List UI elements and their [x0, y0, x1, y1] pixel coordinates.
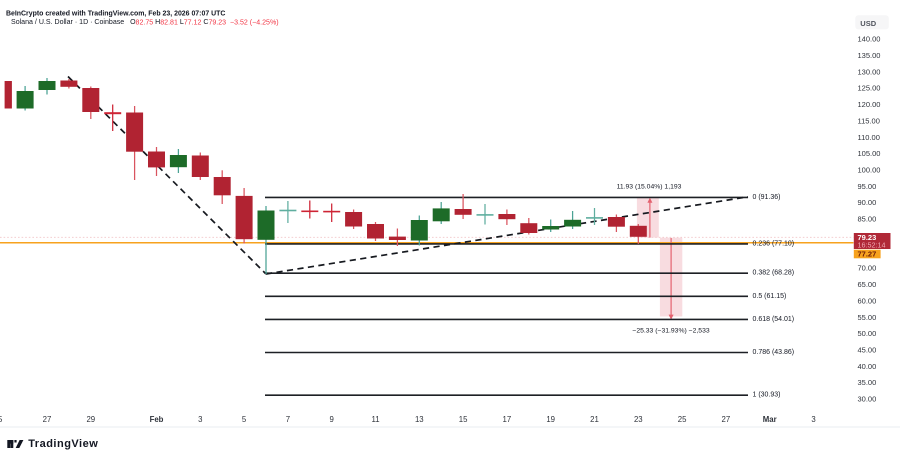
svg-text:45.00: 45.00 — [858, 346, 877, 355]
svg-text:85.00: 85.00 — [858, 215, 877, 224]
svg-text:−25.33 (−31.93%) −2,533: −25.33 (−31.93%) −2,533 — [632, 328, 710, 335]
svg-text:15: 15 — [459, 415, 468, 424]
svg-text:9: 9 — [330, 415, 334, 424]
svg-text:19: 19 — [546, 415, 555, 424]
svg-text:50.00: 50.00 — [858, 329, 877, 338]
svg-text:13: 13 — [415, 415, 424, 424]
svg-text:125.00: 125.00 — [858, 84, 881, 93]
svg-text:0.236 (77.10): 0.236 (77.10) — [753, 240, 795, 247]
svg-text:130.00: 130.00 — [858, 67, 881, 76]
svg-text:11.93 (15.04%) 1,193: 11.93 (15.04%) 1,193 — [617, 183, 682, 190]
svg-text:25: 25 — [0, 415, 3, 424]
svg-text:BeInCrypto created with Tradin: BeInCrypto created with TradingView.com,… — [6, 10, 225, 17]
svg-text:77.27: 77.27 — [858, 250, 877, 259]
svg-text:27: 27 — [43, 415, 52, 424]
svg-text:0.786 (43.86): 0.786 (43.86) — [753, 349, 795, 356]
svg-text:35.00: 35.00 — [858, 378, 877, 387]
svg-text:110.00: 110.00 — [858, 133, 880, 142]
svg-text:120.00: 120.00 — [858, 100, 881, 109]
svg-text:140.00: 140.00 — [858, 35, 881, 44]
svg-text:100.00: 100.00 — [858, 166, 881, 175]
svg-text:70.00: 70.00 — [858, 264, 877, 273]
svg-text:0.382 (68.28): 0.382 (68.28) — [753, 270, 795, 277]
svg-text:1 (30.93): 1 (30.93) — [753, 392, 781, 399]
svg-text:135.00: 135.00 — [858, 51, 881, 60]
svg-text:Feb: Feb — [150, 415, 164, 424]
svg-text:23: 23 — [634, 415, 643, 424]
svg-text:55.00: 55.00 — [858, 313, 877, 322]
svg-text:Solana / U.S. Dollar · 1D · Co: Solana / U.S. Dollar · 1D · Coinbase O82… — [11, 19, 279, 26]
svg-text:65.00: 65.00 — [858, 280, 877, 289]
svg-text:0.5 (61.15): 0.5 (61.15) — [753, 293, 787, 300]
svg-text:90.00: 90.00 — [858, 198, 877, 207]
svg-text:USD: USD — [860, 19, 876, 28]
svg-text:5: 5 — [242, 415, 247, 424]
svg-text:Mar: Mar — [763, 415, 777, 424]
svg-text:0.618 (54.01): 0.618 (54.01) — [753, 316, 795, 323]
svg-text:17: 17 — [503, 415, 512, 424]
svg-text:11: 11 — [371, 415, 379, 424]
svg-text:3: 3 — [198, 415, 202, 424]
svg-text:105.00: 105.00 — [858, 149, 881, 158]
svg-text:0 (91.36): 0 (91.36) — [753, 194, 781, 201]
svg-text:95.00: 95.00 — [858, 182, 877, 191]
svg-text:21: 21 — [590, 415, 599, 424]
svg-text:3: 3 — [811, 415, 815, 424]
svg-text:115.00: 115.00 — [858, 116, 880, 125]
svg-text:TradingView: TradingView — [28, 438, 98, 450]
svg-text:16:52:14: 16:52:14 — [858, 240, 886, 249]
svg-text:25: 25 — [678, 415, 687, 424]
svg-text:79.23: 79.23 — [858, 233, 877, 242]
svg-text:7: 7 — [286, 415, 290, 424]
svg-text:29: 29 — [86, 415, 95, 424]
svg-text:27: 27 — [722, 415, 731, 424]
svg-text:30.00: 30.00 — [858, 395, 877, 404]
svg-text:40.00: 40.00 — [858, 362, 877, 371]
svg-text:60.00: 60.00 — [858, 296, 877, 305]
